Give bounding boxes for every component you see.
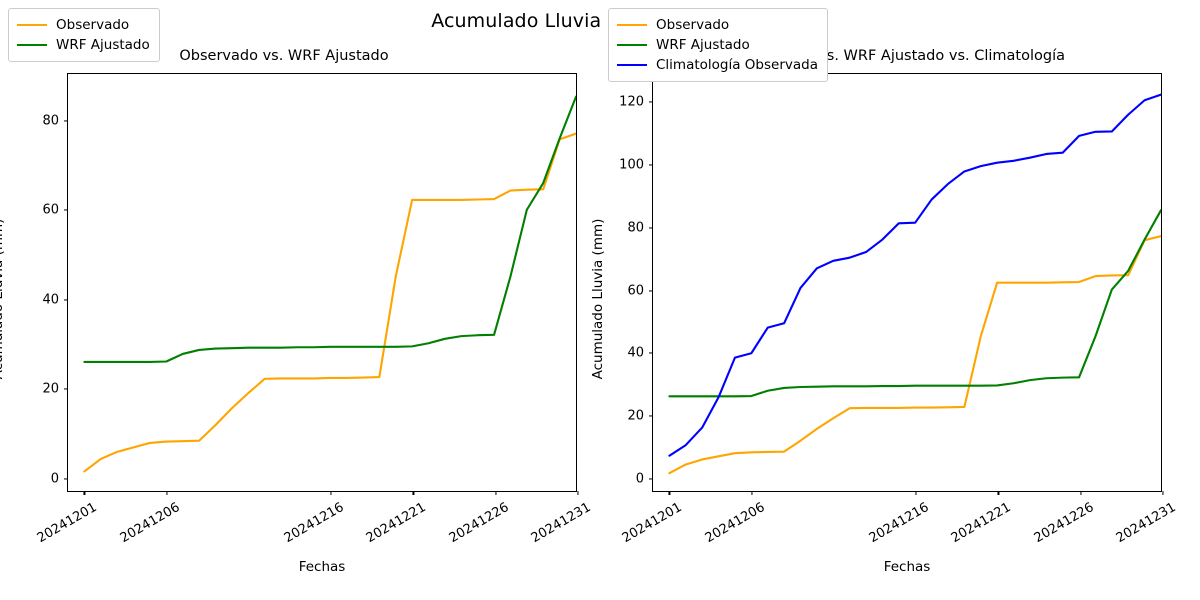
xtick-mark-left-20241216 bbox=[330, 491, 332, 495]
xtick-label-left-20241221: 20241221 bbox=[364, 500, 429, 547]
legend-line-swatch-icon bbox=[617, 24, 647, 26]
ytick-mark-right-40 bbox=[649, 352, 653, 354]
ytick-mark-right-80 bbox=[649, 227, 653, 229]
plot-lines-right bbox=[653, 74, 1161, 491]
ytick-label-right-20: 20 bbox=[627, 408, 644, 424]
series-line-observado bbox=[84, 134, 576, 472]
xtick-mark-left-20241201 bbox=[83, 491, 85, 495]
subplot-right-xlabel: Fechas bbox=[883, 559, 931, 575]
xtick-mark-right-20241216 bbox=[915, 491, 917, 495]
ytick-mark-left-40 bbox=[64, 299, 68, 301]
legend-item-observado: Observado bbox=[17, 15, 150, 35]
series-line-climatolog-a-observada bbox=[669, 95, 1161, 456]
xtick-mark-left-20241221 bbox=[412, 491, 415, 495]
legend-line-swatch-icon bbox=[17, 44, 47, 46]
legend-right: Observado WRF Ajustado Climatología Observ… bbox=[608, 8, 828, 82]
ytick-mark-right-20 bbox=[649, 415, 653, 417]
xtick-mark-left-20241206 bbox=[166, 491, 168, 495]
plot-area-right: Fechas 0 20 40 60 80 100 120 20241201 20241206 20… bbox=[619, 73, 1179, 575]
legend-line-swatch-icon bbox=[617, 64, 647, 66]
ytick-label-right-0: 0 bbox=[635, 471, 644, 487]
xtick-label-left-20241206: 20241206 bbox=[117, 500, 183, 547]
xtick-mark-left-20241226 bbox=[495, 491, 497, 495]
xtick-label-left-20241216: 20241216 bbox=[281, 500, 347, 547]
xtick-label-right-20241226: 20241226 bbox=[1031, 500, 1097, 547]
legend-line-swatch-icon bbox=[17, 24, 47, 26]
plot-lines-left bbox=[68, 74, 576, 491]
ytick-label-right-120: 120 bbox=[619, 94, 644, 110]
legend-item-climatolog-a-observada: Climatología Observada bbox=[617, 55, 818, 75]
ytick-label-right-100: 100 bbox=[619, 157, 644, 173]
subplot-left-ylabel: Acumulado Lluvia (mm) bbox=[0, 218, 6, 380]
ytick-mark-right-60 bbox=[649, 290, 653, 292]
xtick-mark-right-20241231 bbox=[1162, 491, 1164, 495]
xtick-mark-right-20241206 bbox=[751, 491, 753, 495]
xtick-mark-right-20241221 bbox=[997, 491, 1000, 495]
legend-item-observado: Observado bbox=[617, 15, 818, 35]
xtick-label-left-20241231: 20241231 bbox=[528, 500, 594, 547]
legend-label: Observado bbox=[56, 17, 130, 33]
xtick-label-right-20241206: 20241206 bbox=[702, 500, 768, 547]
xtick-mark-right-20241226 bbox=[1080, 491, 1082, 495]
legend-item-wrf-ajustado: WRF Ajustado bbox=[17, 35, 150, 55]
xtick-label-right-20241231: 20241231 bbox=[1113, 500, 1179, 547]
ytick-label-right-60: 60 bbox=[627, 283, 644, 299]
ytick-label-left-60: 60 bbox=[42, 202, 59, 218]
xtick-label-right-20241201: 20241201 bbox=[620, 500, 685, 547]
subplot-right: Observado vs. WRF Ajustado vs. Climatolo… bbox=[590, 0, 1200, 600]
subplot-right-ylabel: Acumulado Lluvia (mm) bbox=[590, 218, 606, 380]
legend-line-swatch-icon bbox=[617, 44, 647, 46]
xtick-mark-right-20241201 bbox=[668, 491, 670, 495]
xtick-label-right-20241221: 20241221 bbox=[949, 500, 1014, 547]
legend-label: Climatología Observada bbox=[656, 57, 818, 73]
legend-label: WRF Ajustado bbox=[56, 37, 150, 53]
ytick-label-left-40: 40 bbox=[42, 292, 59, 308]
ytick-mark-right-120 bbox=[649, 101, 653, 103]
series-line-wrf-ajustado bbox=[84, 97, 576, 362]
ytick-label-right-80: 80 bbox=[627, 220, 644, 236]
xtick-label-right-20241216: 20241216 bbox=[866, 500, 932, 547]
ytick-label-left-20: 20 bbox=[42, 381, 59, 397]
ytick-label-left-0: 0 bbox=[50, 471, 59, 487]
legend-label: Observado bbox=[656, 17, 730, 33]
ytick-label-right-40: 40 bbox=[627, 345, 644, 361]
xtick-label-left-20241201: 20241201 bbox=[35, 500, 100, 547]
xtick-label-left-20241226: 20241226 bbox=[446, 500, 512, 547]
subplot-left-xlabel: Fechas bbox=[298, 559, 346, 575]
xtick-mark-left-20241231 bbox=[577, 491, 579, 495]
ytick-mark-right-100 bbox=[649, 164, 653, 166]
series-line-observado bbox=[669, 236, 1161, 473]
ytick-label-left-80: 80 bbox=[42, 113, 59, 129]
ytick-mark-left-60 bbox=[64, 209, 68, 211]
subplot-left: Observado vs. WRF Ajustado Acumulado Llu… bbox=[0, 8, 594, 575]
ytick-mark-left-20 bbox=[64, 388, 68, 390]
legend-item-wrf-ajustado: WRF Ajustado bbox=[617, 35, 818, 55]
series-line-wrf-ajustado bbox=[669, 210, 1161, 396]
legend-label: WRF Ajustado bbox=[656, 37, 750, 53]
ytick-mark-right-0 bbox=[649, 478, 653, 480]
plot-area-left: Fechas 0 20 40 60 80 20241201 20241206 20241216… bbox=[35, 73, 594, 575]
ytick-mark-left-80 bbox=[64, 120, 68, 122]
legend-left: Observado WRF Ajustado bbox=[8, 8, 160, 62]
ytick-mark-left-0 bbox=[64, 478, 68, 480]
subplot-left-title: Observado vs. WRF Ajustado bbox=[179, 48, 389, 64]
